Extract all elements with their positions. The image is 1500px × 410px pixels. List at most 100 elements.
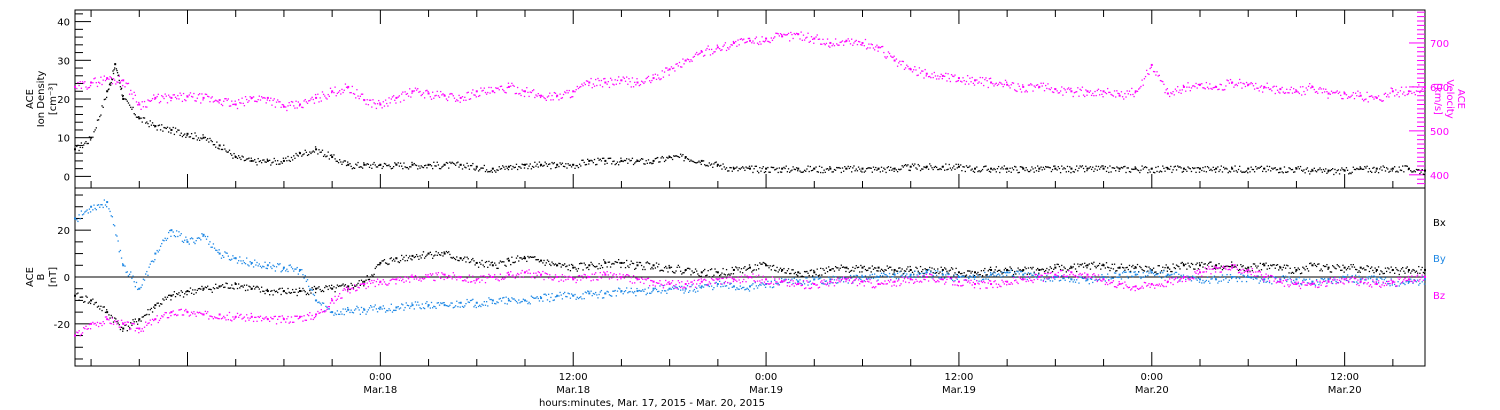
data-point [873, 49, 876, 51]
data-point [694, 53, 697, 55]
data-point [720, 274, 722, 276]
data-point [207, 95, 209, 97]
data-point [130, 328, 132, 330]
data-point [505, 165, 507, 168]
data-point [437, 252, 440, 254]
data-point [547, 95, 550, 97]
data-point [829, 166, 831, 168]
data-point [185, 291, 187, 293]
data-point [652, 268, 654, 270]
data-point [986, 80, 988, 82]
data-point [148, 100, 150, 102]
data-point [1214, 268, 1217, 270]
data-point [1163, 167, 1165, 170]
data-point [719, 280, 721, 283]
data-point [92, 321, 94, 324]
data-point [495, 303, 497, 305]
data-point [964, 275, 966, 277]
data-point [1321, 278, 1323, 280]
data-point [445, 161, 448, 164]
data-point [1377, 282, 1380, 284]
data-point [666, 267, 668, 269]
data-point [1175, 271, 1178, 274]
data-point [1402, 165, 1404, 167]
data-point [957, 80, 960, 82]
data-point [417, 255, 419, 258]
data-point [271, 162, 273, 164]
data-point [1290, 281, 1292, 283]
data-point [404, 306, 406, 309]
data-point [114, 67, 116, 69]
data-point [613, 160, 615, 162]
data-point [822, 172, 824, 174]
data-point [1394, 166, 1396, 168]
data-point [1332, 265, 1334, 267]
data-point [1008, 272, 1010, 274]
data-point [452, 307, 454, 309]
data-point [305, 151, 308, 153]
data-point [1304, 269, 1306, 271]
data-point [840, 171, 842, 174]
data-point [1215, 264, 1218, 267]
data-point [186, 239, 188, 241]
data-point [496, 267, 498, 270]
data-point [1314, 264, 1317, 267]
data-point [638, 160, 640, 162]
data-point [382, 260, 384, 262]
data-point [296, 107, 298, 109]
data-point [146, 121, 148, 123]
data-point [964, 170, 966, 173]
data-point [550, 168, 552, 170]
data-point [1343, 271, 1345, 273]
data-point [860, 264, 862, 267]
data-point [852, 167, 854, 169]
data-point [467, 301, 469, 303]
data-point [90, 299, 93, 302]
data-point [1226, 79, 1228, 81]
data-point [211, 140, 213, 143]
data-point [635, 161, 637, 163]
data-point [104, 79, 107, 82]
data-point [502, 165, 504, 167]
data-point [569, 164, 572, 166]
data-point [674, 272, 676, 274]
data-point [374, 304, 376, 306]
data-point [93, 323, 95, 325]
data-point [626, 158, 628, 160]
data-point [1081, 86, 1084, 88]
data-point [1247, 270, 1249, 272]
data-point [528, 301, 530, 304]
data-point [207, 285, 209, 287]
data-point [607, 291, 609, 293]
data-point [885, 274, 887, 276]
data-point [1421, 281, 1423, 283]
data-point [737, 170, 739, 172]
data-point [158, 124, 161, 126]
data-point [795, 32, 798, 35]
data-point [601, 297, 604, 299]
data-point [1415, 168, 1418, 171]
data-point [698, 160, 700, 162]
data-point [1215, 278, 1218, 281]
data-point [1144, 265, 1147, 268]
data-point [88, 86, 91, 89]
data-point [90, 322, 93, 325]
data-point [1229, 171, 1232, 173]
data-point [189, 136, 192, 138]
data-point [514, 166, 516, 168]
data-point [475, 306, 477, 309]
data-point [453, 257, 456, 260]
data-point [81, 296, 84, 298]
data-point [543, 259, 545, 262]
data-point [730, 167, 732, 169]
data-point [394, 99, 396, 102]
data-point [1066, 165, 1069, 168]
data-point [265, 289, 267, 292]
data-point [1333, 173, 1335, 176]
data-point [815, 36, 817, 38]
data-point [373, 273, 375, 276]
data-point [813, 271, 816, 274]
data-point [260, 267, 263, 269]
data-point [908, 68, 910, 70]
data-point [262, 265, 264, 267]
